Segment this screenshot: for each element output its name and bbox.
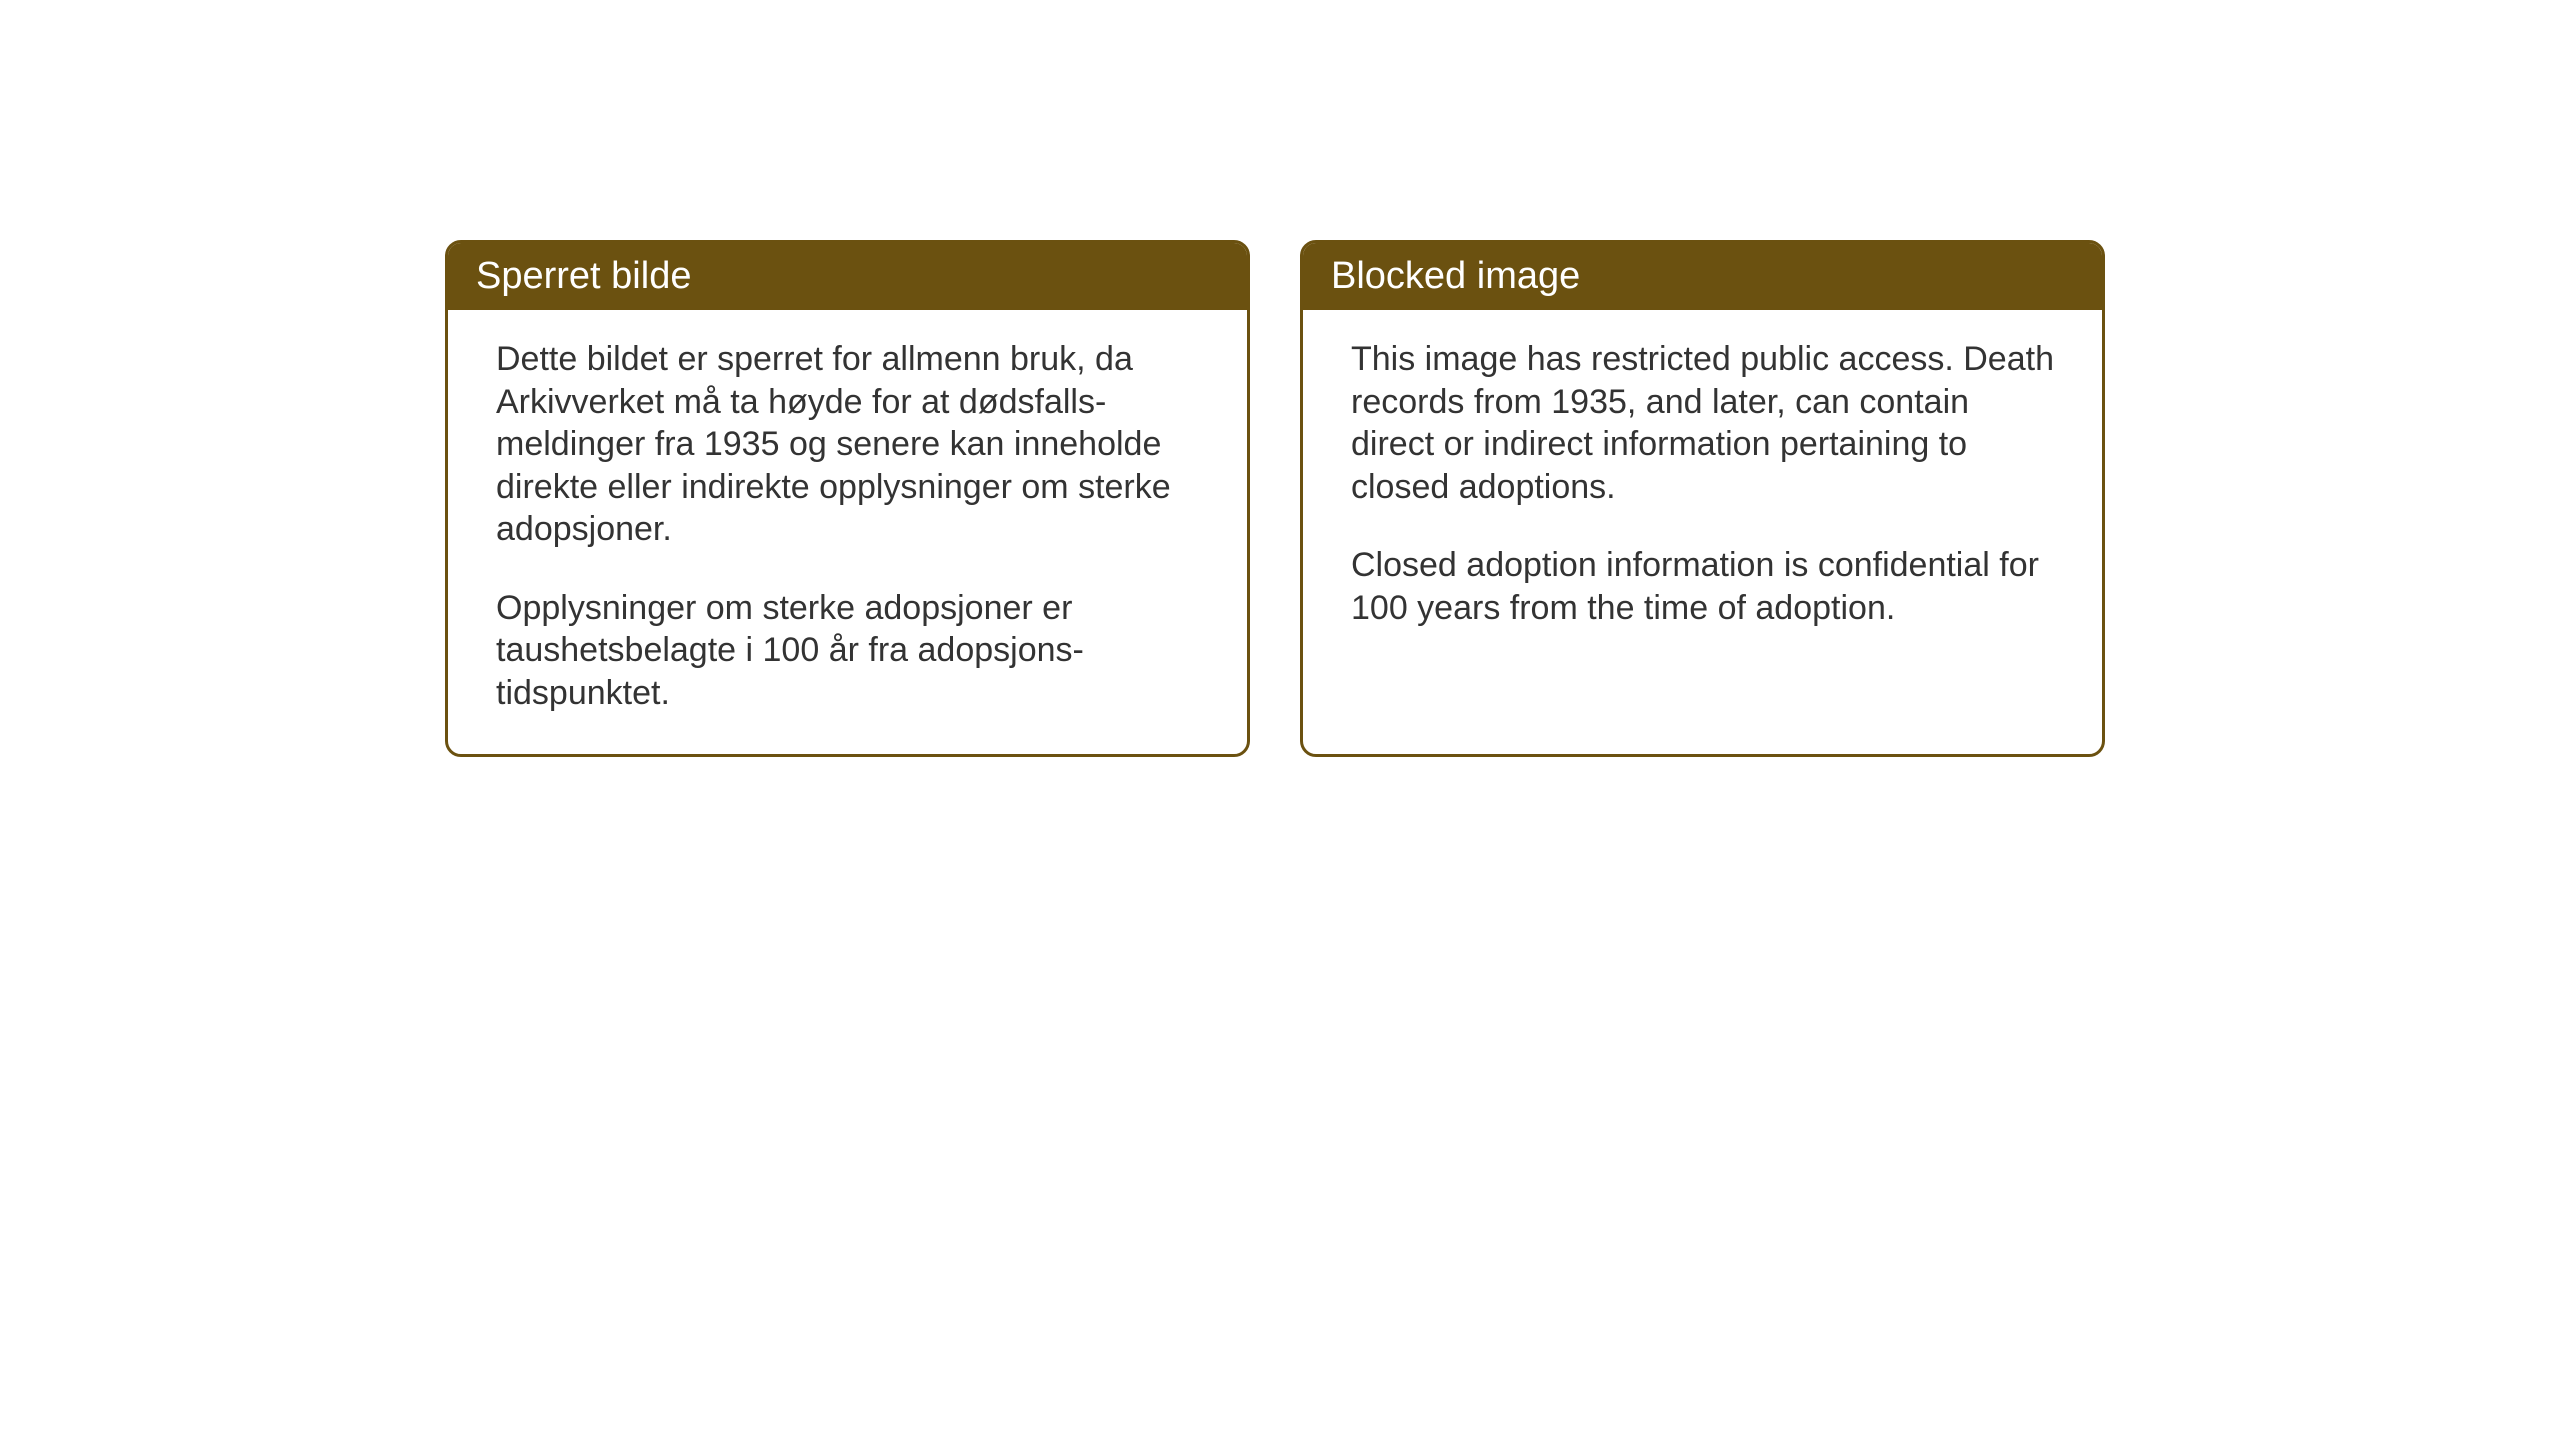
notice-container: Sperret bilde Dette bildet er sperret fo… <box>445 240 2105 757</box>
notice-body-english: This image has restricted public access.… <box>1303 310 2102 715</box>
notice-paragraph-2-english: Closed adoption information is confident… <box>1351 544 2054 629</box>
notice-paragraph-1-norwegian: Dette bildet er sperret for allmenn bruk… <box>496 338 1199 551</box>
notice-header-english: Blocked image <box>1303 243 2102 310</box>
notice-body-norwegian: Dette bildet er sperret for allmenn bruk… <box>448 310 1247 754</box>
notice-header-norwegian: Sperret bilde <box>448 243 1247 310</box>
notice-paragraph-2-norwegian: Opplysninger om sterke adopsjoner er tau… <box>496 587 1199 715</box>
notice-box-norwegian: Sperret bilde Dette bildet er sperret fo… <box>445 240 1250 757</box>
notice-paragraph-1-english: This image has restricted public access.… <box>1351 338 2054 508</box>
notice-box-english: Blocked image This image has restricted … <box>1300 240 2105 757</box>
